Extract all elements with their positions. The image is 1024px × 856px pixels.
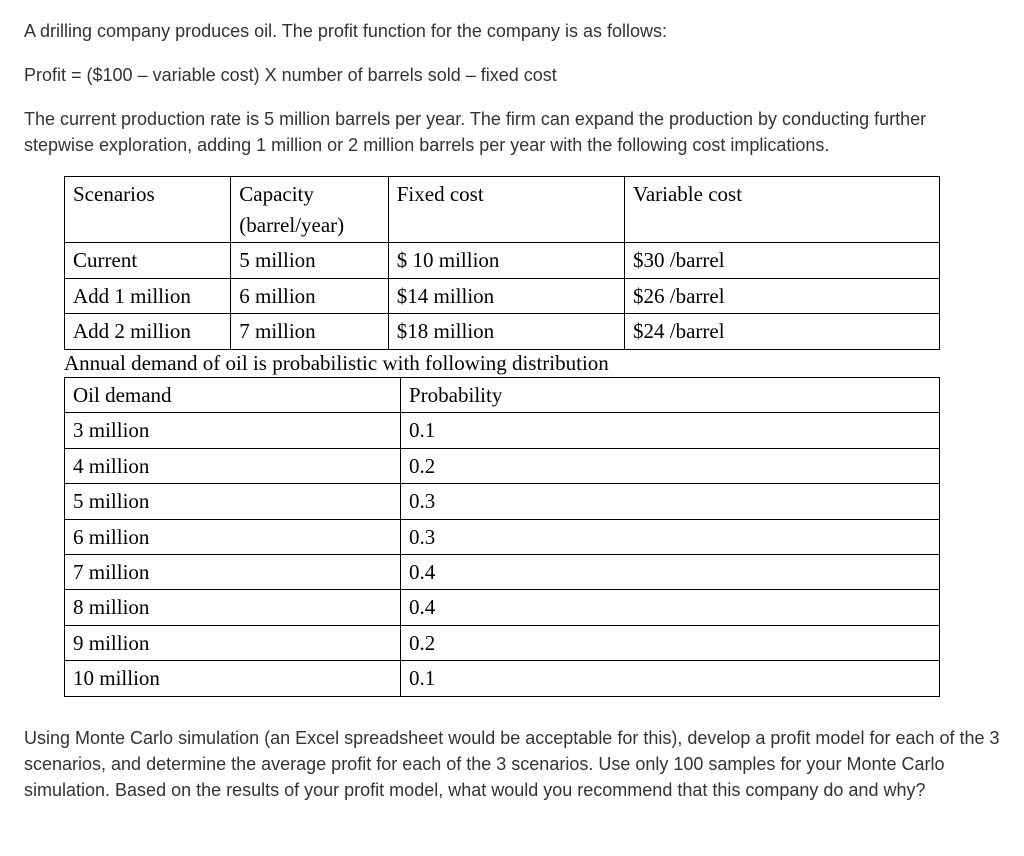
cell-fixed: $18 million [388, 314, 624, 349]
cell-fixed: $ 10 million [388, 243, 624, 278]
demand-table: Oil demand Probability 3 million 0.1 4 m… [64, 377, 940, 697]
table-row: 10 million 0.1 [65, 661, 940, 696]
table-row: 9 million 0.2 [65, 625, 940, 660]
table-row: Add 1 million 6 million $14 million $26 … [65, 278, 940, 313]
scenario-table: Scenarios Capacity (barrel/year) Fixed c… [64, 176, 940, 349]
cell-variable: $24 /barrel [625, 314, 940, 349]
cell-probability: 0.3 [401, 519, 940, 554]
cell-scenario: Add 2 million [65, 314, 231, 349]
table-row: 5 million 0.3 [65, 484, 940, 519]
cell-probability: 0.2 [401, 448, 940, 483]
intro-paragraph-2: The current production rate is 5 million… [24, 106, 1000, 158]
cell-demand: 3 million [65, 413, 401, 448]
cell-probability: 0.4 [401, 555, 940, 590]
cell-demand: 7 million [65, 555, 401, 590]
col-header-scenarios: Scenarios [65, 177, 231, 243]
cell-scenario: Add 1 million [65, 278, 231, 313]
cell-demand: 8 million [65, 590, 401, 625]
cell-probability: 0.1 [401, 661, 940, 696]
cell-probability: 0.2 [401, 625, 940, 660]
col-header-demand: Oil demand [65, 377, 401, 412]
cell-variable: $30 /barrel [625, 243, 940, 278]
table-row: 4 million 0.2 [65, 448, 940, 483]
cell-demand: 9 million [65, 625, 401, 660]
table-row: Add 2 million 7 million $18 million $24 … [65, 314, 940, 349]
col-header-variable: Variable cost [625, 177, 940, 243]
closing-paragraph: Using Monte Carlo simulation (an Excel s… [24, 725, 1000, 803]
table-row: Scenarios Capacity (barrel/year) Fixed c… [65, 177, 940, 243]
cell-demand: 10 million [65, 661, 401, 696]
cell-probability: 0.1 [401, 413, 940, 448]
cell-capacity: 5 million [231, 243, 389, 278]
cell-variable: $26 /barrel [625, 278, 940, 313]
table-row: 6 million 0.3 [65, 519, 940, 554]
table-row: Oil demand Probability [65, 377, 940, 412]
intro-paragraph-1: A drilling company produces oil. The pro… [24, 18, 1000, 44]
cell-capacity: 7 million [231, 314, 389, 349]
cell-demand: 6 million [65, 519, 401, 554]
table-row: 3 million 0.1 [65, 413, 940, 448]
table-row: Current 5 million $ 10 million $30 /barr… [65, 243, 940, 278]
col-header-fixed: Fixed cost [388, 177, 624, 243]
cell-fixed: $14 million [388, 278, 624, 313]
col-header-probability: Probability [401, 377, 940, 412]
cell-probability: 0.4 [401, 590, 940, 625]
table-row: 8 million 0.4 [65, 590, 940, 625]
table-row: 7 million 0.4 [65, 555, 940, 590]
cell-scenario: Current [65, 243, 231, 278]
tables-container: Scenarios Capacity (barrel/year) Fixed c… [64, 176, 940, 696]
cell-probability: 0.3 [401, 484, 940, 519]
col-header-capacity: Capacity (barrel/year) [231, 177, 389, 243]
profit-formula: Profit = ($100 – variable cost) X number… [24, 62, 1000, 88]
cell-demand: 4 million [65, 448, 401, 483]
cell-demand: 5 million [65, 484, 401, 519]
cell-capacity: 6 million [231, 278, 389, 313]
demand-subheading: Annual demand of oil is probabilistic wi… [64, 350, 940, 377]
